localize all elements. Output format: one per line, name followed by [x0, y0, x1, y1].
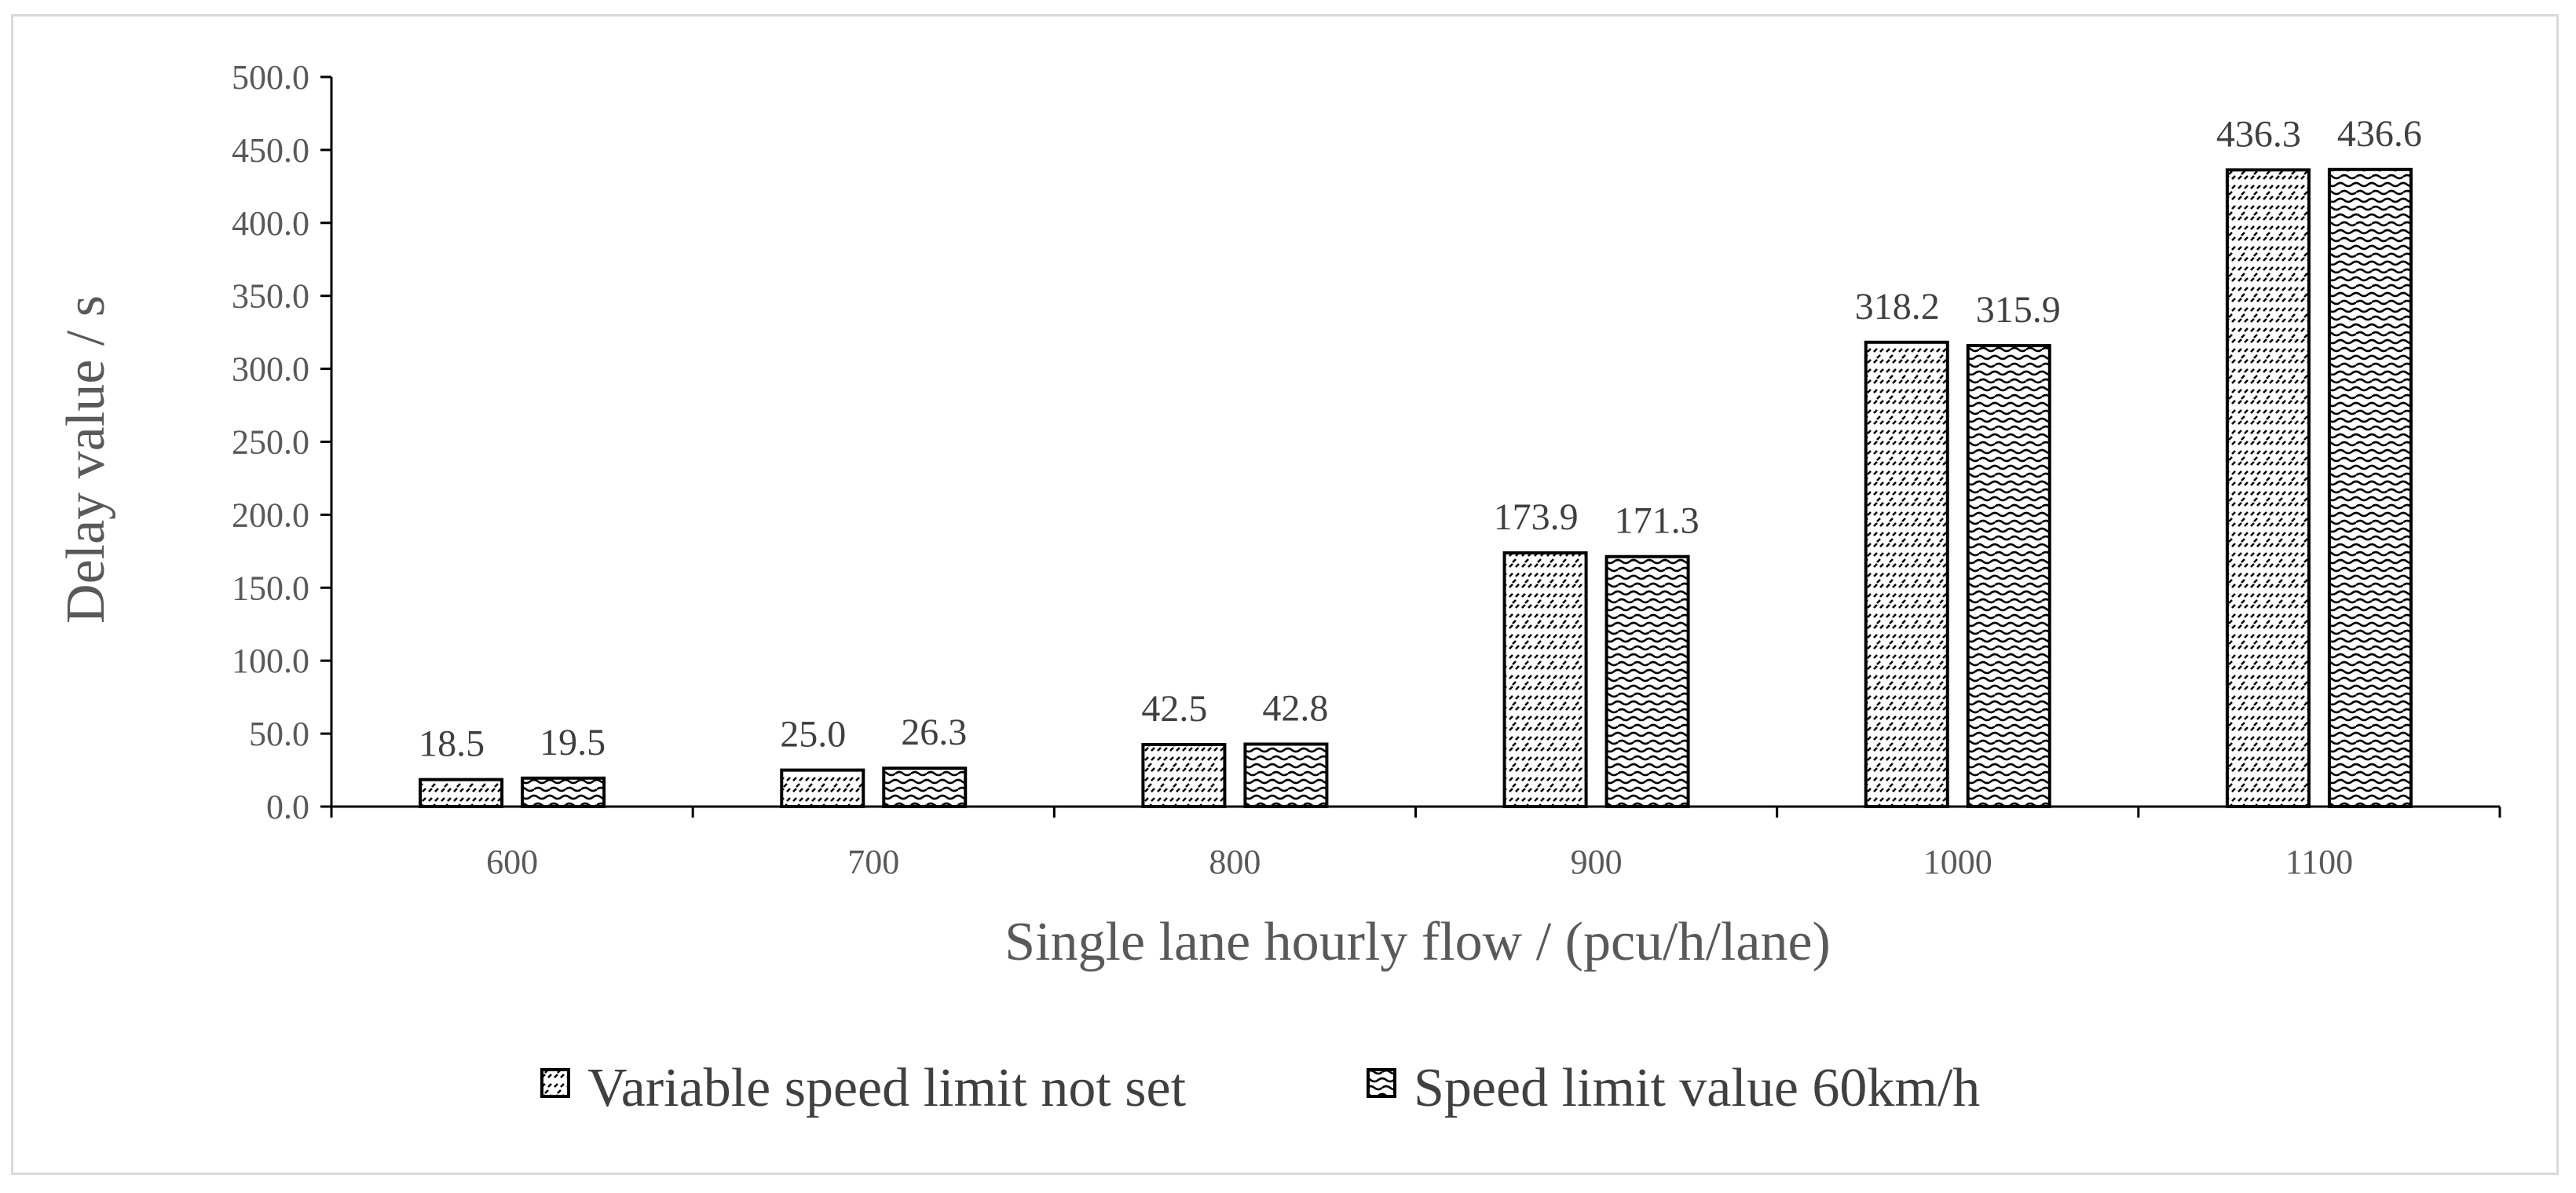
y-tick-label-400: 400.0 [232, 204, 309, 243]
data-label-not-set-1100: 436.3 [2216, 113, 2301, 155]
x-tick-label-1100: 1100 [2285, 843, 2353, 881]
y-tick-label-100: 100.0 [232, 642, 309, 680]
data-label-not-set-600: 18.5 [419, 723, 485, 765]
x-axis-title: Single lane hourly flow / (pcu/h/lane) [1004, 912, 1831, 972]
bar-not-set-700 [780, 768, 865, 808]
bar-60kmh-1100 [2327, 167, 2413, 809]
data-label-60kmh-1100: 436.6 [2337, 113, 2422, 155]
x-tick-label-700: 700 [847, 843, 899, 881]
y-tick-label-200: 200.0 [232, 496, 309, 534]
legend-label-not-set: Variable speed limit not set [587, 1058, 1187, 1118]
data-label-60kmh-700: 26.3 [901, 712, 967, 753]
y-tick-label-50: 50.0 [249, 715, 309, 753]
bar-not-set-1100 [2225, 168, 2311, 808]
bar-not-set-800 [1141, 743, 1227, 808]
bar-60kmh-600 [521, 776, 606, 808]
x-tick-label-600: 600 [486, 843, 538, 881]
data-label-60kmh-900: 171.3 [1615, 500, 1700, 542]
data-label-not-set-900: 173.9 [1494, 496, 1579, 538]
data-label-60kmh-1000: 315.9 [1976, 289, 2061, 331]
data-label-60kmh-800: 42.8 [1262, 687, 1328, 729]
legend-swatch-not-set [540, 1068, 570, 1098]
y-tick-label-0: 0.0 [266, 788, 309, 826]
bar-60kmh-900 [1605, 554, 1690, 808]
bar-not-set-600 [419, 778, 504, 809]
data-label-60kmh-600: 19.5 [540, 722, 606, 763]
data-label-not-set-700: 25.0 [780, 714, 846, 756]
y-tick-label-300: 300.0 [232, 350, 309, 389]
y-tick-label-250: 250.0 [232, 423, 309, 462]
legend: Variable speed limit not set Speed limit… [540, 1058, 1980, 1118]
data-label-not-set-1000: 318.2 [1855, 286, 1940, 328]
chart-frame [11, 14, 2559, 1175]
x-tick-label-900: 900 [1571, 843, 1623, 881]
bar-60kmh-800 [1243, 742, 1329, 808]
bar-not-set-1000 [1864, 340, 1949, 808]
x-tick-label-800: 800 [1209, 843, 1261, 881]
y-tick-label-500: 500.0 [232, 58, 309, 97]
bar-not-set-900 [1502, 551, 1588, 808]
y-tick-label-350: 350.0 [232, 277, 309, 316]
bar-60kmh-700 [882, 767, 968, 808]
legend-item-60kmh: Speed limit value 60km/h [1367, 1058, 1980, 1118]
y-axis-title: Delay value / s [56, 295, 116, 624]
x-tick-label-1000: 1000 [1923, 843, 1992, 881]
y-tick-label-150: 150.0 [232, 569, 309, 607]
legend-label-60kmh: Speed limit value 60km/h [1414, 1058, 1980, 1118]
legend-item-not-set: Variable speed limit not set [540, 1058, 1187, 1118]
legend-swatch-60kmh [1367, 1068, 1396, 1098]
data-label-not-set-800: 42.5 [1141, 688, 1207, 730]
y-tick-label-450: 450.0 [232, 131, 309, 170]
bar-60kmh-1000 [1966, 344, 2051, 808]
